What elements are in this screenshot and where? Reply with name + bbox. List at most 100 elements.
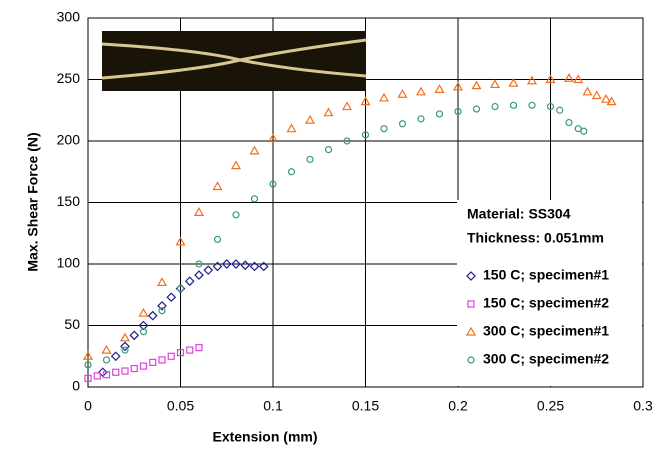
legend-marker — [465, 326, 477, 336]
point — [167, 352, 175, 360]
annotation: Material: SS304 — [467, 206, 571, 222]
point — [417, 115, 425, 123]
inset-photo — [101, 31, 367, 91]
point — [110, 351, 121, 362]
point — [606, 96, 617, 106]
legend-marker — [467, 300, 475, 308]
point — [267, 133, 279, 143]
point — [286, 123, 297, 133]
point — [287, 168, 296, 176]
point — [102, 356, 111, 364]
point — [415, 86, 427, 96]
point — [119, 332, 131, 342]
x-tick-label: 0.25 — [537, 398, 564, 414]
point — [454, 107, 462, 116]
point — [489, 79, 501, 89]
point — [565, 118, 573, 127]
point — [84, 361, 92, 369]
point — [97, 367, 108, 378]
point — [175, 236, 186, 246]
y-tick-label: 200 — [57, 132, 81, 148]
point — [509, 101, 518, 109]
point — [166, 292, 177, 303]
x-tick-label: 0.15 — [352, 398, 379, 414]
point — [230, 160, 242, 170]
point — [194, 270, 204, 280]
point — [580, 127, 588, 135]
point — [600, 93, 612, 103]
y-tick-label: 100 — [57, 255, 81, 271]
point — [323, 107, 334, 117]
point — [195, 344, 203, 352]
y-tick-label: 0 — [72, 378, 80, 394]
x-tick-label: 0.1 — [263, 398, 283, 414]
point — [93, 372, 101, 380]
x-tick-label: 0.05 — [167, 398, 194, 414]
point — [563, 73, 575, 82]
legend-label: 300 C; specimen#2 — [483, 351, 609, 367]
point — [138, 320, 149, 331]
x-tick-label: 0 — [84, 398, 92, 414]
point — [528, 101, 536, 109]
point — [112, 368, 120, 376]
y-tick-label: 50 — [64, 316, 80, 332]
point — [130, 364, 138, 373]
y-tick-label: 150 — [57, 193, 81, 209]
point — [545, 74, 556, 84]
point — [380, 125, 388, 133]
point — [193, 207, 205, 216]
legend-label: 300 C; specimen#1 — [483, 323, 609, 339]
point — [147, 310, 158, 321]
point — [269, 180, 277, 188]
y-axis-label: Max. Shear Force (N) — [25, 132, 41, 271]
point — [212, 261, 223, 272]
point — [176, 348, 185, 357]
point — [582, 86, 593, 96]
point — [158, 356, 166, 364]
point — [176, 285, 185, 293]
point — [120, 341, 130, 352]
legend-label: 150 C; specimen#2 — [483, 295, 609, 311]
point — [84, 374, 92, 382]
plot-border — [87, 17, 644, 388]
point — [157, 300, 167, 311]
point — [249, 145, 260, 155]
point — [203, 265, 214, 275]
point — [435, 110, 444, 118]
point — [184, 276, 195, 287]
point — [121, 346, 129, 354]
y-tick-label: 300 — [57, 9, 81, 25]
point — [212, 181, 223, 191]
y-tick-label: 250 — [57, 70, 81, 86]
point — [231, 259, 241, 269]
point — [102, 371, 111, 379]
point — [138, 307, 149, 317]
point — [156, 277, 168, 287]
point — [306, 155, 314, 164]
point — [101, 344, 112, 354]
point — [591, 90, 602, 100]
point — [556, 106, 564, 114]
point — [397, 89, 408, 98]
x-tick-label: 0.2 — [448, 398, 468, 414]
legend-marker — [467, 356, 475, 364]
point — [452, 81, 464, 91]
point — [343, 137, 351, 145]
point — [573, 74, 584, 84]
point — [546, 102, 555, 111]
point — [139, 362, 148, 370]
x-axis-label: Extension (mm) — [212, 429, 317, 445]
point — [240, 260, 251, 271]
point — [324, 146, 333, 154]
legend-box — [457, 200, 642, 386]
point — [249, 261, 260, 272]
point — [232, 211, 240, 219]
point — [472, 105, 481, 113]
point — [508, 77, 519, 87]
x-tick-label: 0.3 — [633, 398, 653, 414]
point — [195, 260, 203, 268]
point — [434, 84, 445, 93]
point — [526, 75, 538, 85]
point — [250, 195, 259, 203]
